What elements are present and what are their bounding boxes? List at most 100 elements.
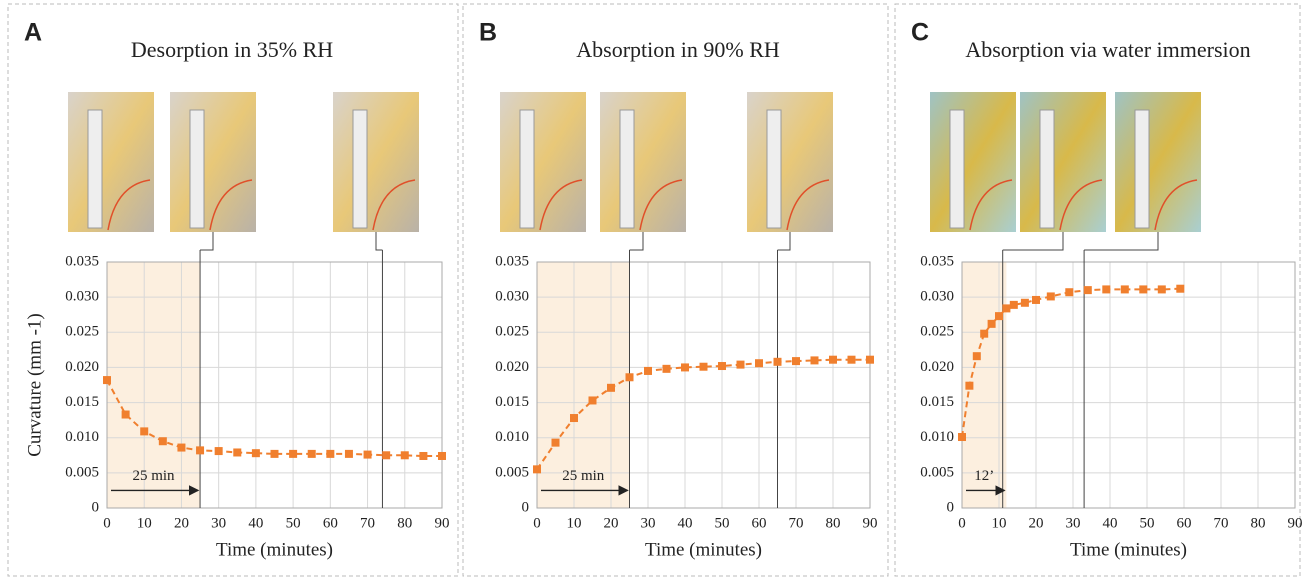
photo [68, 92, 154, 232]
y-tick-label: 0.010 [65, 429, 99, 445]
panel-label: A [24, 19, 42, 47]
data-point [214, 447, 223, 456]
y-axis-label: Curvature (mm -1) [24, 313, 45, 457]
shaded-region [107, 262, 201, 508]
data-point [958, 433, 966, 442]
y-tick-label: 0.020 [495, 359, 529, 375]
data-point [607, 383, 615, 392]
x-tick-label: 70 [360, 515, 375, 531]
plot-frame [106, 261, 443, 509]
y-tick-label: 0.015 [495, 394, 529, 410]
photo [1020, 92, 1106, 232]
photo-holder [1134, 109, 1150, 229]
data-point [344, 449, 353, 458]
data-point [1002, 304, 1011, 313]
data-point [140, 427, 149, 436]
data-point [773, 357, 782, 366]
x-tick-label: 50 [715, 515, 730, 531]
x-tick-label: 90 [435, 515, 450, 531]
data-point [588, 396, 597, 405]
data-point [965, 381, 974, 390]
y-tick-label: 0.035 [65, 253, 99, 269]
panel-label: B [479, 19, 497, 47]
data-point [121, 410, 130, 419]
y-tick-label: 0.025 [920, 324, 954, 340]
data-point [810, 356, 819, 365]
x-tick-label: 90 [1288, 515, 1303, 531]
panel-label: C [911, 19, 929, 47]
data-point [363, 450, 372, 459]
data-point [177, 443, 186, 452]
panel-frame [894, 3, 1301, 577]
connector [1084, 232, 1159, 251]
y-tick-label: 0.025 [65, 324, 99, 340]
data-point [644, 366, 652, 375]
data-point [1032, 295, 1040, 304]
photo-strip [1154, 179, 1198, 231]
photo [600, 92, 686, 232]
y-tick-label: 0.010 [495, 429, 529, 445]
data-point [233, 448, 242, 457]
data-point [736, 360, 745, 369]
photo-strip [969, 179, 1013, 231]
connector [375, 232, 383, 251]
photo-holder [87, 109, 103, 229]
panel-title: Absorption in 90% RH [576, 37, 780, 62]
photo-holder [352, 109, 368, 229]
data-point [1020, 298, 1029, 307]
photo [747, 92, 833, 232]
y-tick-label: 0.020 [65, 359, 99, 375]
data-point [792, 357, 800, 366]
data-point [1139, 285, 1148, 294]
photo [170, 92, 256, 232]
x-tick-label: 40 [248, 515, 263, 531]
data-point [755, 359, 763, 368]
plot-frame [536, 261, 871, 509]
photo-holder [189, 109, 205, 229]
x-tick-label: 0 [958, 515, 966, 531]
connector [777, 232, 791, 251]
x-tick-label: 80 [1251, 515, 1266, 531]
y-tick-label: 0.005 [65, 464, 99, 480]
data-point [551, 438, 560, 447]
x-tick-label: 0 [103, 515, 111, 531]
data-point [289, 449, 298, 458]
x-tick-label: 50 [1140, 515, 1155, 531]
photo-strip [107, 179, 151, 231]
y-tick-label: 0.005 [495, 464, 529, 480]
data-point [1176, 284, 1185, 293]
data-point [1157, 285, 1166, 294]
data-point [625, 373, 634, 382]
photo-strip [1059, 179, 1103, 231]
x-tick-label: 80 [397, 515, 412, 531]
y-tick-label: 0.035 [495, 253, 529, 269]
data-point [699, 362, 708, 371]
x-tick-label: 80 [826, 515, 841, 531]
data-point [1102, 285, 1111, 294]
annotation: 25 min [562, 468, 605, 484]
data-point [718, 362, 726, 371]
y-tick-label: 0.030 [65, 289, 99, 305]
data-point [382, 451, 391, 460]
x-tick-label: 60 [323, 515, 338, 531]
x-tick-label: 20 [1029, 515, 1044, 531]
x-tick-label: 20 [174, 515, 189, 531]
x-tick-label: 10 [137, 515, 152, 531]
x-axis-label: Time (minutes) [216, 539, 333, 560]
y-tick-label: 0 [522, 499, 530, 515]
panel-frame [7, 3, 459, 577]
data-point [570, 414, 578, 423]
data-point [533, 465, 541, 474]
photo-strip [539, 179, 583, 231]
annotation: 12’ [974, 468, 994, 484]
x-axis-label: Time (minutes) [645, 539, 762, 560]
data-point [987, 319, 996, 328]
data-point [158, 437, 167, 446]
connector [1002, 232, 1064, 251]
data-point [829, 355, 837, 364]
photo-holder [949, 109, 965, 229]
x-axis-label: Time (minutes) [1070, 539, 1187, 560]
data-point [270, 449, 279, 458]
y-tick-label: 0.020 [920, 359, 954, 375]
